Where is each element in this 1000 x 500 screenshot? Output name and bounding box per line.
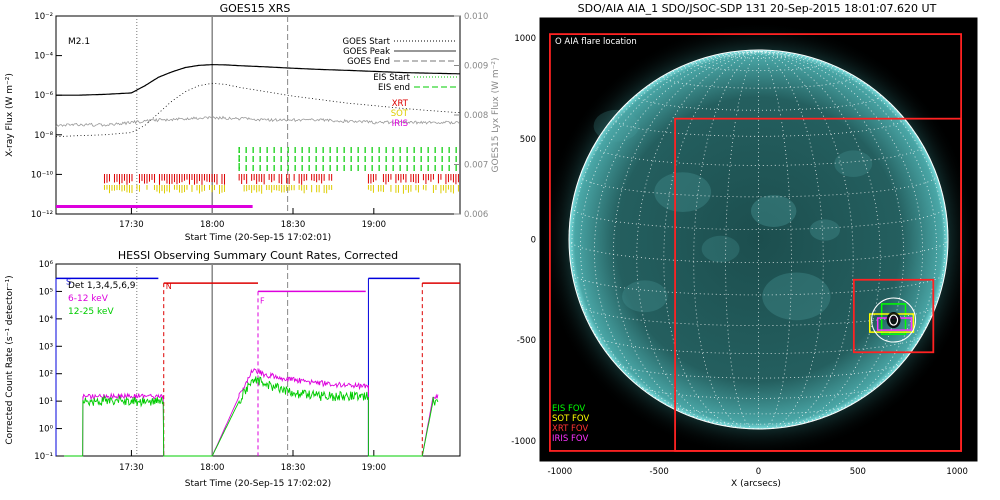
goes-legend-label-sot: SOT (391, 109, 409, 119)
solar-bright-region (834, 150, 872, 177)
hessi-legend-12-25: 12-25 keV (68, 307, 114, 317)
solar-bright-region (751, 195, 796, 227)
goes-ylabel-left: X-ray Flux (W m⁻²) (5, 73, 15, 157)
instrument-bar-iris (56, 205, 253, 208)
hessi-xtick-label: 19:00 (362, 463, 387, 473)
goes-xlabel: Start Time (20-Sep-15 17:02:01) (185, 233, 331, 243)
hessi-xtick-label: 18:00 (200, 463, 225, 473)
aia-xtick-label: -500 (650, 467, 669, 477)
goes-legend-label-eis-start: EIS Start (373, 73, 410, 83)
hessi-ytick-label: 10⁵ (39, 287, 53, 297)
aia-ytick-label: 1000 (514, 34, 536, 44)
goes-xtick-label: 17:30 (119, 220, 144, 230)
hessi-xlabel: Start Time (20-Sep-15 17:02:02) (185, 479, 331, 489)
hessi-ytick-label: 10⁻¹ (34, 452, 53, 462)
goes-flare-class: M2.1 (68, 37, 90, 47)
fov-legend-sot: SOT FOV (552, 414, 589, 424)
solar-bright-region (810, 219, 840, 240)
goes-legend-label-start: GOES Start (342, 37, 390, 47)
aia-marker-label: O AIA flare location (555, 37, 637, 47)
aia-ytick-label: -1000 (511, 437, 536, 447)
goes-ytick-label-right: 0.006 (464, 210, 488, 220)
aia-xtick-label: -1000 (548, 467, 573, 477)
goes-xtick-label: 18:30 (281, 220, 306, 230)
goes-ytick-label-left: 10⁻⁸ (34, 131, 53, 141)
aia-fov-legend: EIS FOV SOT FOV XRT FOV IRIS FOV (552, 404, 589, 444)
goes-ytick-label-right: 0.008 (464, 111, 488, 121)
aia-panel: SDO/AIA AIA_1 SDO/JSOC-SDP 131 20-Sep-20… (511, 2, 977, 489)
hessi-legend-6-12: 6-12 keV (68, 294, 109, 304)
goes-x-axis: 17:30 18:00 18:30 19:00 (119, 208, 386, 230)
aia-xtick-label: 500 (850, 467, 866, 477)
goes-legend-label-peak: GOES Peak (343, 47, 390, 57)
goes-legend: GOES Start GOES Peak GOES End EIS Start … (342, 37, 458, 129)
hessi-ytick-label: 10⁶ (39, 260, 54, 270)
goes-instrument-bars (56, 147, 458, 208)
goes-ytick-label-left: 10⁻² (34, 12, 53, 22)
goes-panel: GOES15 XRS M2.1 10⁻²10⁻⁴10⁻⁶10⁻⁸10⁻¹⁰10⁻… (5, 2, 501, 243)
goes-legend-label-eis-end: EIS end (378, 83, 410, 93)
aia-ytick-label: 500 (520, 135, 536, 145)
hessi-event-markers (137, 264, 288, 456)
hessi-ytick-label: 10⁰ (39, 425, 54, 435)
goes-ytick-label-right: 0.010 (464, 12, 488, 22)
solar-bright-region (762, 272, 830, 320)
goes-ytick-label-left: 10⁻⁴ (34, 52, 53, 62)
aia-ytick-label: -500 (517, 336, 536, 346)
solar-bright-region (702, 236, 740, 263)
hessi-12-25-kev-line (64, 376, 438, 456)
hessi-panel: HESSI Observing Summary Count Rates, Cor… (5, 249, 460, 489)
solar-bright-region (654, 172, 711, 212)
fov-legend-xrt: XRT FOV (552, 424, 588, 434)
aia-ytick-label: 0 (531, 236, 536, 246)
fov-legend-iris: IRIS FOV (552, 434, 588, 444)
goes-ytick-label-right: 0.007 (464, 161, 488, 171)
attenuator-label-F: F (260, 296, 265, 305)
hessi-xtick-label: 18:30 (281, 463, 306, 473)
hessi-ylabel: Corrected Count Rate (s⁻¹ detector⁻¹) (5, 275, 15, 444)
goes-ytick-label-right: 0.009 (464, 62, 488, 72)
goes-y-axis-left: 10⁻² 10⁻⁴ 10⁻⁶ 10⁻⁸ 10⁻¹⁰ 10⁻¹² (31, 12, 62, 220)
aia-xtick-label: 1000 (946, 467, 968, 477)
goes-xtick-label: 18:00 (200, 220, 225, 230)
hessi-series: S N F (56, 277, 460, 456)
hessi-ytick-label: 10¹ (39, 397, 53, 407)
aia-xtick-label: 0 (756, 467, 761, 477)
hessi-legend: Det 1,3,4,5,6,9 6-12 keV 12-25 keV (68, 281, 136, 317)
goes-title: GOES15 XRS (220, 2, 291, 15)
goes-legend-label-iris: IRIS (392, 119, 408, 129)
hessi-legend-det: Det 1,3,4,5,6,9 (68, 281, 136, 291)
goes-ytick-label-left: 10⁻¹² (31, 210, 53, 220)
goes-legend-label-end: GOES End (347, 57, 390, 67)
hessi-title: HESSI Observing Summary Count Rates, Cor… (118, 249, 398, 262)
aia-title: SDO/AIA AIA_1 SDO/JSOC-SDP 131 20-Sep-20… (578, 2, 937, 15)
hessi-ytick-label: 10⁴ (39, 315, 54, 325)
fov-legend-eis: EIS FOV (552, 404, 585, 414)
hessi-ytick-label: 10³ (39, 342, 53, 352)
goes-legend-label-xrt: XRT (392, 99, 409, 109)
goes-ytick-label-left: 10⁻¹⁰ (31, 170, 54, 180)
goes-y-axis-right: 0.010 0.009 0.008 0.007 0.006 (454, 12, 488, 220)
goes-xtick-label: 19:00 (362, 220, 387, 230)
goes-ylabel-right: GOES15 Lyx Flux (W m⁻²) (491, 58, 501, 173)
aia-xlabel: X (arcsecs) (731, 479, 781, 489)
goes-ytick-label-left: 10⁻⁶ (34, 91, 53, 101)
hessi-x-axis: 17:30 18:00 18:30 19:00 (119, 450, 386, 473)
solar-bright-region (622, 280, 667, 312)
attenuator-label-N: N (166, 282, 172, 291)
hessi-xtick-label: 17:30 (119, 463, 144, 473)
hessi-y-axis: 10⁶ 10⁵ 10⁴ 10³ 10² 10¹ 10⁰ 10⁻¹ (34, 260, 62, 462)
hessi-ytick-label: 10² (39, 370, 53, 380)
